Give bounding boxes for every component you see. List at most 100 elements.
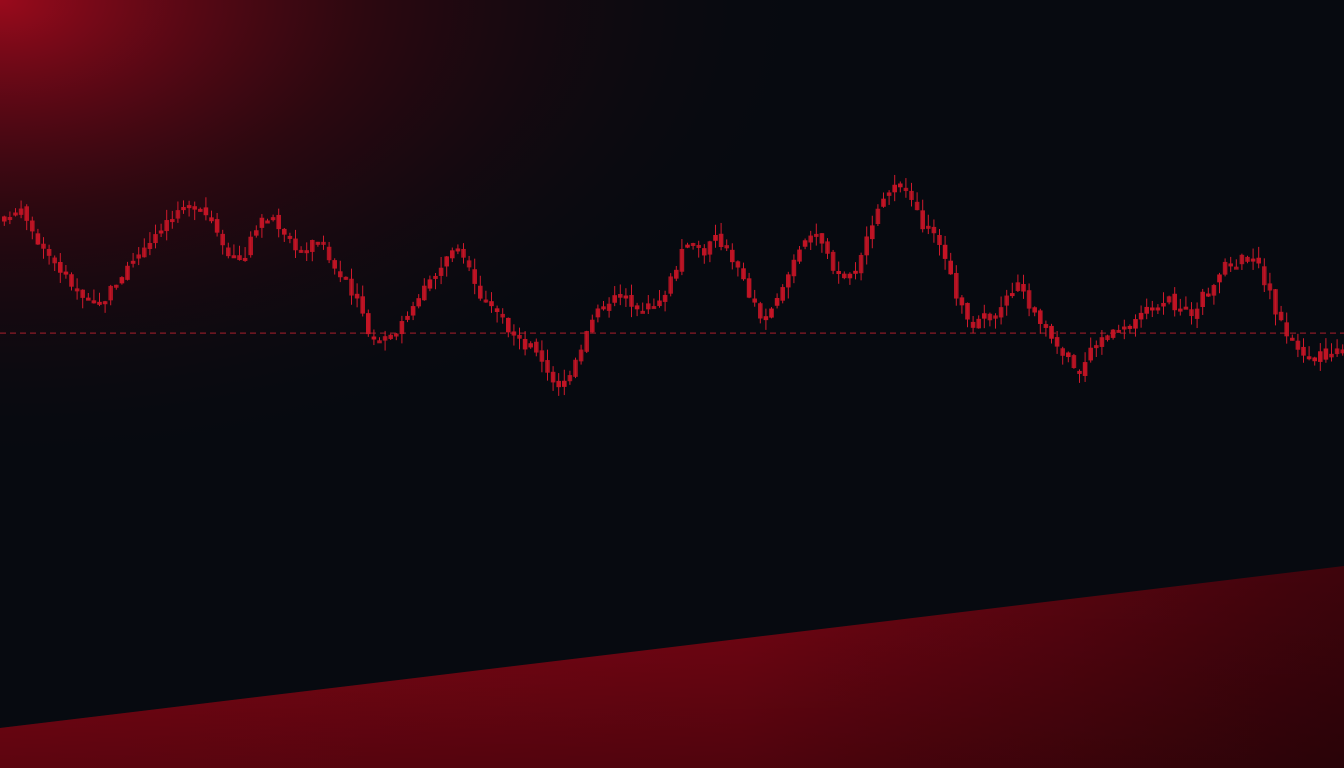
candle bbox=[713, 224, 718, 248]
candle bbox=[1060, 346, 1065, 365]
candle bbox=[735, 260, 741, 277]
candle-body bbox=[394, 333, 399, 337]
candle bbox=[920, 199, 925, 233]
candle-body bbox=[506, 317, 511, 333]
candle-body bbox=[892, 184, 897, 193]
candle-body bbox=[534, 341, 539, 353]
candle-body bbox=[1340, 349, 1344, 354]
candle-body bbox=[326, 246, 332, 261]
candle-body bbox=[842, 273, 847, 279]
candle-body bbox=[937, 234, 942, 245]
candle-body bbox=[1060, 348, 1065, 356]
candle bbox=[864, 226, 869, 265]
candle bbox=[427, 275, 433, 292]
candle-body bbox=[573, 359, 578, 377]
candle-body bbox=[1183, 306, 1189, 310]
candle bbox=[830, 249, 836, 275]
candle bbox=[1228, 256, 1233, 272]
candle-body bbox=[102, 301, 108, 305]
candle bbox=[1318, 343, 1323, 371]
candle bbox=[881, 192, 886, 208]
candle bbox=[1290, 334, 1295, 341]
candle-body bbox=[248, 236, 253, 256]
candle-body bbox=[489, 301, 494, 307]
candle bbox=[1032, 306, 1037, 317]
candle bbox=[371, 329, 377, 346]
candle-body bbox=[942, 244, 948, 259]
candle bbox=[1116, 324, 1121, 333]
candle-body bbox=[231, 255, 237, 259]
candle bbox=[30, 216, 35, 240]
candle-body bbox=[237, 255, 242, 261]
candle bbox=[158, 223, 164, 238]
candle bbox=[377, 337, 382, 344]
candle-body bbox=[1273, 289, 1278, 315]
candle bbox=[209, 210, 214, 224]
candle-body bbox=[136, 254, 141, 259]
candle bbox=[931, 219, 937, 243]
candle bbox=[954, 265, 959, 306]
candle-body bbox=[1066, 352, 1071, 358]
candle-body bbox=[853, 270, 858, 274]
candle bbox=[1334, 339, 1340, 357]
candle-body bbox=[752, 298, 757, 303]
candle-body bbox=[69, 274, 74, 287]
candle-body bbox=[58, 262, 63, 273]
candle-body bbox=[562, 380, 567, 387]
candle bbox=[483, 290, 489, 303]
candle-body bbox=[371, 336, 377, 340]
candle bbox=[1155, 304, 1161, 314]
candle-body bbox=[203, 207, 209, 216]
candle bbox=[819, 233, 825, 253]
candle-body bbox=[293, 238, 298, 251]
candle bbox=[965, 302, 970, 328]
candle bbox=[270, 214, 276, 222]
candle-body bbox=[1245, 256, 1250, 262]
candle bbox=[948, 252, 953, 275]
candle-body bbox=[763, 316, 769, 321]
candle-body bbox=[433, 275, 438, 279]
candle bbox=[130, 252, 136, 268]
candle-body bbox=[444, 256, 449, 267]
candle bbox=[405, 311, 410, 323]
candle-body bbox=[1138, 312, 1144, 320]
candle bbox=[1043, 320, 1049, 337]
candle-body bbox=[836, 271, 841, 275]
candle bbox=[1105, 334, 1110, 342]
candle bbox=[58, 253, 63, 283]
candle bbox=[175, 201, 181, 223]
candle bbox=[1234, 259, 1239, 270]
candle bbox=[539, 340, 545, 373]
candle bbox=[1239, 253, 1245, 270]
candle-body bbox=[959, 297, 965, 306]
candle bbox=[623, 288, 629, 307]
candle bbox=[651, 298, 657, 310]
candle-body bbox=[366, 313, 371, 335]
candle-body bbox=[114, 284, 119, 288]
candle-body bbox=[965, 302, 970, 320]
candle-body bbox=[1194, 308, 1200, 319]
candle bbox=[153, 224, 158, 249]
candle-body bbox=[898, 183, 903, 188]
candle-body bbox=[74, 288, 80, 292]
candle bbox=[63, 265, 69, 279]
candle bbox=[1211, 283, 1217, 305]
candle bbox=[254, 225, 259, 238]
candle bbox=[674, 265, 679, 282]
candle bbox=[1295, 333, 1301, 358]
candle bbox=[1127, 324, 1133, 334]
candle-body bbox=[674, 269, 679, 279]
candle bbox=[987, 312, 993, 327]
candle-body bbox=[214, 219, 220, 233]
candle bbox=[870, 215, 875, 249]
candle-body bbox=[35, 233, 41, 245]
candle-body bbox=[634, 305, 640, 310]
candle-body bbox=[97, 301, 102, 305]
candle-body bbox=[1295, 340, 1301, 350]
candle bbox=[942, 235, 948, 270]
candle bbox=[198, 207, 203, 212]
candle-body bbox=[41, 243, 46, 249]
candle-body bbox=[1334, 348, 1340, 355]
candle bbox=[1082, 352, 1088, 382]
candle-body bbox=[746, 278, 752, 298]
